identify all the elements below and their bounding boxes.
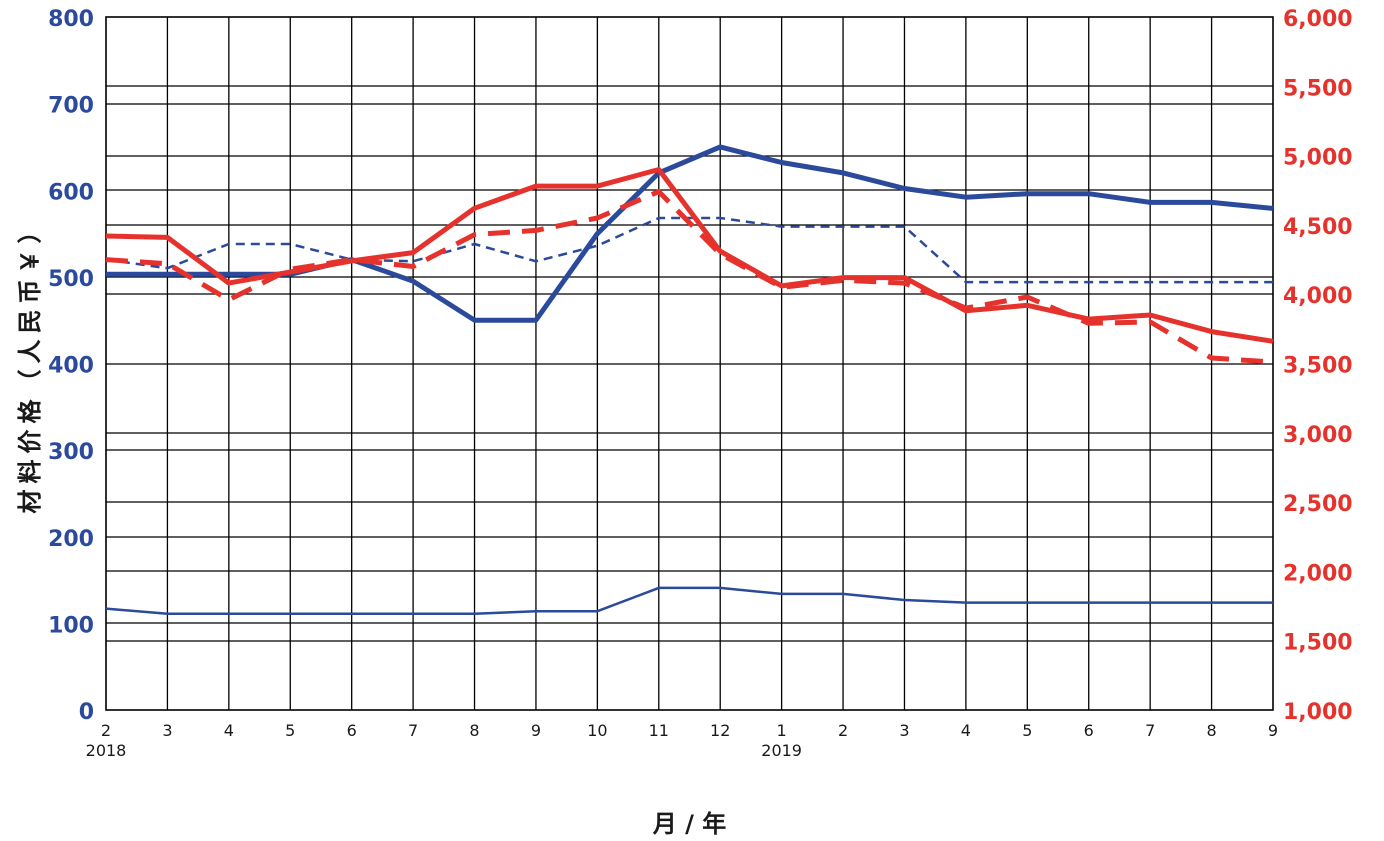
x-tick-label: 5: [285, 721, 295, 740]
series-layer: [105, 144, 1274, 616]
left-tick-label: 700: [48, 94, 94, 119]
x-tick-label: 2: [838, 721, 848, 740]
series-line-2: [105, 216, 1273, 284]
x-tick-label: 2: [101, 721, 111, 740]
left-tick-label: 500: [48, 267, 94, 292]
left-tick-label: 800: [48, 7, 94, 32]
right-tick-label: 2,500: [1283, 492, 1353, 517]
x-tick-label: 6: [347, 721, 357, 740]
x-tick-label: 4: [224, 721, 234, 740]
year-label: 2018: [86, 741, 127, 760]
right-tick-label: 3,000: [1283, 423, 1353, 448]
x-tick-label: 6: [1084, 721, 1094, 740]
x-tick-label: 12: [710, 721, 730, 740]
x-tick-label: 4: [961, 721, 971, 740]
left-tick-label: 300: [48, 440, 94, 465]
x-tick-label: 9: [531, 721, 541, 740]
x-tick-label: 8: [1206, 721, 1216, 740]
left-tick-label: 0: [79, 700, 94, 725]
horizontal-gridlines: [106, 85, 1273, 642]
plot-frame: [105, 16, 1274, 711]
x-tick-label: 11: [649, 721, 669, 740]
left-tick-label: 100: [48, 613, 94, 638]
series-line-5: [105, 189, 1274, 365]
year-labels: 2018 2019: [86, 741, 802, 760]
right-axis-ticks: 1,000 1,500 2,000 2,500 3,000 3,500 4,000 4,500…: [1283, 7, 1353, 725]
year-label: 2019: [761, 741, 802, 760]
x-axis-title: 月 / 年: [652, 810, 726, 838]
x-tick-label: 3: [162, 721, 172, 740]
x-tick-label: 8: [469, 721, 479, 740]
right-tick-label: 5,000: [1283, 146, 1353, 171]
left-tick-label: 400: [48, 354, 94, 379]
right-tick-label: 1,500: [1283, 631, 1353, 656]
x-tick-label: 1: [777, 721, 787, 740]
left-tick-label: 200: [48, 527, 94, 552]
right-tick-label: 2,000: [1283, 561, 1353, 586]
right-tick-label: 3,500: [1283, 354, 1353, 379]
left-tick-label: 600: [48, 180, 94, 205]
x-axis-ticks: 2 3 4 5 6 7 8 9 10 11 12 1 2 3 4 5 6 7 8 9: [101, 721, 1278, 740]
left-axis-ticks: 0 100 200 300 400 500 600 700 800: [48, 7, 94, 725]
x-tick-label: 5: [1022, 721, 1032, 740]
x-tick-label: 7: [408, 721, 418, 740]
x-tick-label: 10: [587, 721, 607, 740]
x-tick-label: 7: [1145, 721, 1155, 740]
x-tick-label: 3: [899, 721, 909, 740]
right-tick-label: 1,000: [1283, 700, 1353, 725]
series-line-3: [105, 586, 1273, 616]
right-tick-label: 6,000: [1283, 7, 1353, 32]
x-tick-label: 9: [1268, 721, 1278, 740]
right-tick-label: 4,500: [1283, 215, 1353, 240]
right-tick-label: 5,500: [1283, 76, 1353, 101]
right-tick-label: 4,000: [1283, 284, 1353, 309]
y-axis-title: 材料价格（人民币￥）: [16, 214, 44, 514]
